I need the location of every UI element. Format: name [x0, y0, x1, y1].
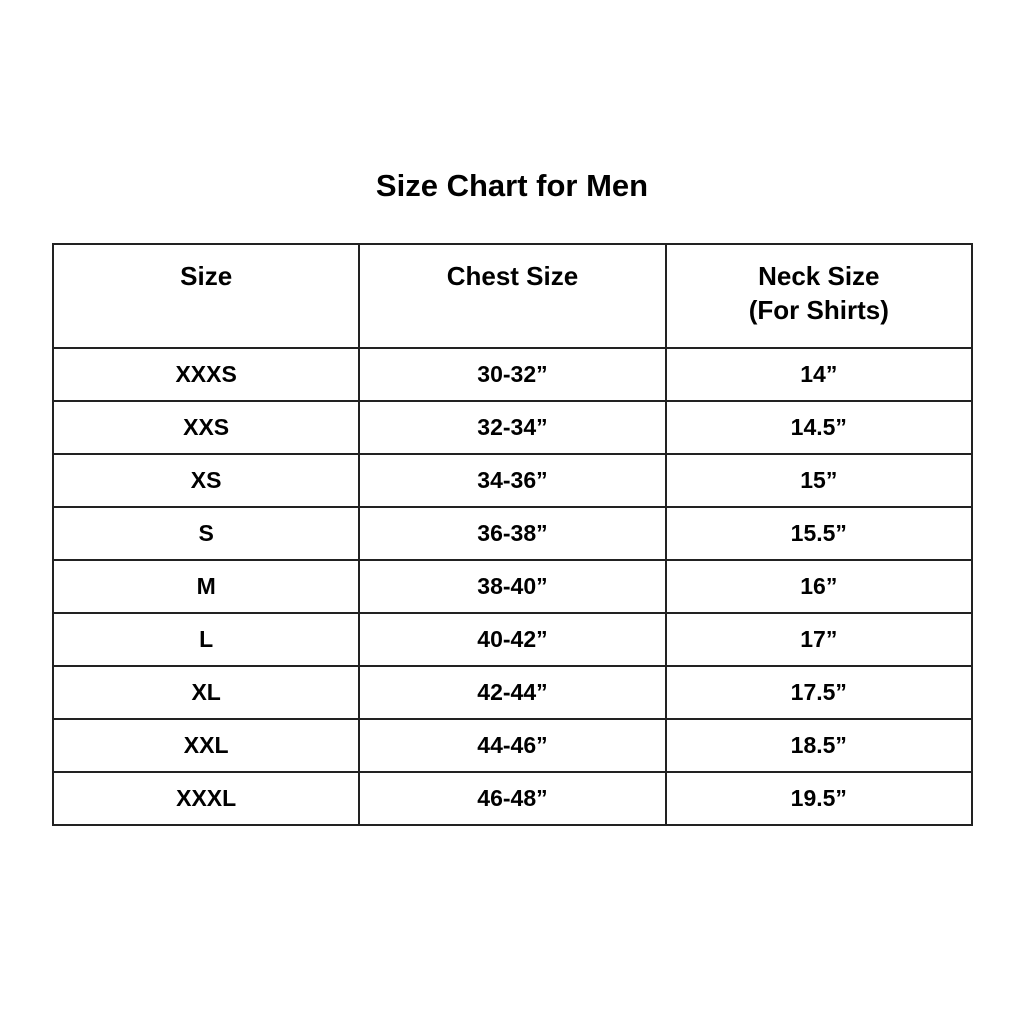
chest-size-cell: 34-36” [358, 453, 667, 508]
size-cell: XXS [51, 400, 361, 455]
header-row: Size Chest Size Neck Size (For Shirts) [51, 243, 974, 349]
neck-size-cell: 19.5” [664, 771, 974, 826]
neck-size-cell: 18.5” [664, 718, 974, 773]
neck-size-cell: 15” [664, 453, 974, 508]
table-row: XXS 32-34” 14.5” [51, 400, 974, 455]
chest-size-cell: 46-48” [358, 771, 667, 826]
table-row: XL 42-44” 17.5” [51, 665, 974, 720]
header-neck-size: Neck Size (For Shirts) [664, 243, 974, 349]
chest-size-cell: 32-34” [358, 400, 667, 455]
header-neck-size-note: (For Shirts) [748, 295, 889, 325]
chest-size-cell: 44-46” [358, 718, 667, 773]
table-row: L 40-42” 17” [51, 612, 974, 667]
size-cell: M [51, 559, 361, 614]
header-size: Size [51, 243, 361, 349]
size-cell: S [51, 506, 361, 561]
table-row: S 36-38” 15.5” [51, 506, 974, 561]
size-cell: XXXS [51, 347, 361, 402]
chest-size-cell: 36-38” [358, 506, 667, 561]
neck-size-cell: 15.5” [664, 506, 974, 561]
neck-size-cell: 14” [664, 347, 974, 402]
neck-size-cell: 17.5” [664, 665, 974, 720]
size-cell: XS [51, 453, 361, 508]
chest-size-cell: 40-42” [358, 612, 667, 667]
table-row: XXXL 46-48” 19.5” [51, 771, 974, 826]
table-row: M 38-40” 16” [51, 559, 974, 614]
chest-size-cell: 38-40” [358, 559, 667, 614]
chest-size-cell: 30-32” [358, 347, 667, 402]
neck-size-cell: 16” [664, 559, 974, 614]
header-chest-size: Chest Size [358, 243, 667, 349]
size-chart-table: Size Chest Size Neck Size (For Shirts) X… [51, 243, 974, 826]
header-neck-size-label: Neck Size [758, 261, 880, 291]
chest-size-cell: 42-44” [358, 665, 667, 720]
neck-size-cell: 14.5” [664, 400, 974, 455]
table-row: XXXS 30-32” 14” [51, 347, 974, 402]
size-cell: XXXL [51, 771, 361, 826]
neck-size-cell: 17” [664, 612, 974, 667]
table-row: XS 34-36” 15” [51, 453, 974, 508]
size-cell: L [51, 612, 361, 667]
table-row: XXL 44-46” 18.5” [51, 718, 974, 773]
page-title: Size Chart for Men [375, 168, 649, 203]
size-cell: XL [51, 665, 361, 720]
size-cell: XXL [51, 718, 361, 773]
